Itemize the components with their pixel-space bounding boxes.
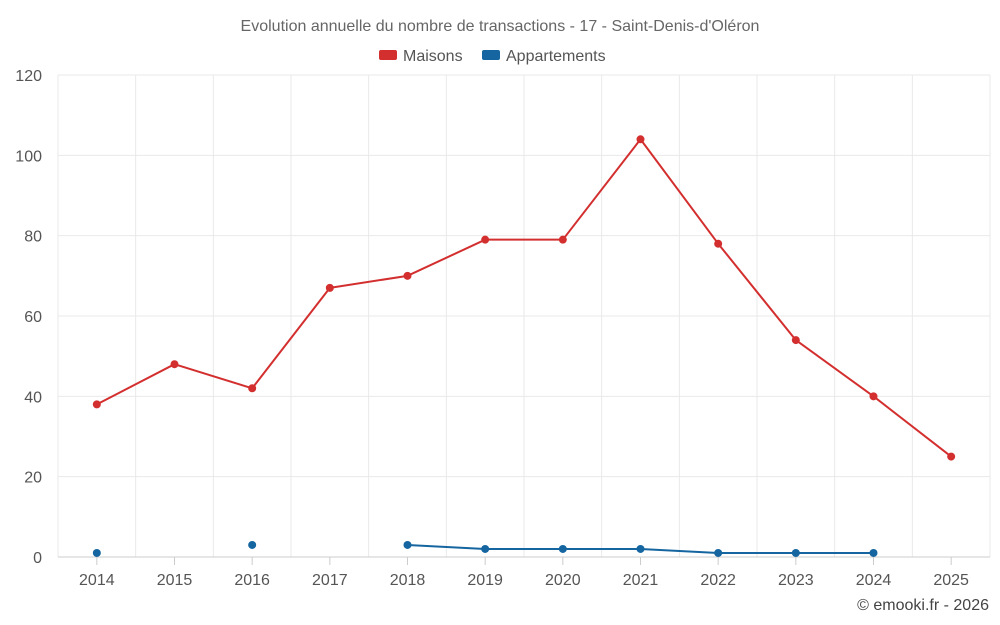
y-axis: 0 20 40 60 80 100 120 <box>15 68 42 567</box>
data-point-appartements-2023[interactable] <box>791 548 800 557</box>
data-point-maisons-2017[interactable] <box>325 283 334 292</box>
x-tick-label: 2014 <box>79 572 115 589</box>
x-tick-label: 2016 <box>234 572 270 589</box>
data-point-maisons-2019[interactable] <box>481 235 490 244</box>
data-point-maisons-2022[interactable] <box>714 239 723 248</box>
legend-label-appartements: Appartements <box>506 48 606 65</box>
legend-label-maisons: Maisons <box>403 48 463 65</box>
x-tick-label: 2019 <box>467 572 503 589</box>
data-point-maisons-2025[interactable] <box>947 452 956 461</box>
series <box>92 135 956 557</box>
y-tick-label: 120 <box>15 68 42 85</box>
x-tick-label: 2024 <box>856 572 892 589</box>
series-line-maisons <box>96 138 952 458</box>
x-tick-label: 2017 <box>312 572 348 589</box>
data-point-appartements-2024[interactable] <box>869 548 878 557</box>
data-point-maisons-2021[interactable] <box>636 135 645 144</box>
data-point-maisons-2018[interactable] <box>403 271 412 280</box>
data-point-appartements-2018[interactable] <box>403 540 412 549</box>
y-tick-label: 60 <box>24 309 42 326</box>
data-point-appartements-2020[interactable] <box>558 544 567 553</box>
series-appartements <box>92 540 878 557</box>
x-tick-label: 2023 <box>778 572 814 589</box>
x-tick-label: 2025 <box>933 572 969 589</box>
y-tick-label: 100 <box>15 148 42 165</box>
grid <box>57 74 991 557</box>
series-maisons <box>92 135 956 461</box>
x-tick-label: 2021 <box>623 572 659 589</box>
credit-text: © emooki.fr - 2026 <box>857 597 989 614</box>
legend-item-appartements[interactable]: Appartements <box>482 48 606 65</box>
data-point-appartements-2021[interactable] <box>636 544 645 553</box>
data-point-maisons-2023[interactable] <box>791 336 800 345</box>
x-tick-label: 2018 <box>390 572 426 589</box>
data-point-maisons-2014[interactable] <box>92 400 101 409</box>
x-tick-label: 2022 <box>700 572 736 589</box>
x-tick-label: 2020 <box>545 572 581 589</box>
y-tick-label: 80 <box>24 229 42 246</box>
y-tick-label: 40 <box>24 389 42 406</box>
legend-swatch-appartements <box>482 50 500 60</box>
data-point-appartements-2019[interactable] <box>481 544 490 553</box>
x-tick-label: 2015 <box>157 572 193 589</box>
y-tick-label: 20 <box>24 470 42 487</box>
legend-swatch-maisons <box>379 50 397 60</box>
x-axis: 2014 2015 2016 2017 2018 2019 2020 2021 2022 2023… <box>58 556 990 589</box>
data-point-maisons-2020[interactable] <box>558 235 567 244</box>
chart-title: Evolution annuelle du nombre de transact… <box>241 18 760 35</box>
data-point-maisons-2016[interactable] <box>248 384 257 393</box>
data-point-appartements-2014[interactable] <box>92 548 101 557</box>
data-point-maisons-2024[interactable] <box>869 392 878 401</box>
legend: Maisons Appartements <box>379 48 606 65</box>
legend-item-maisons[interactable]: Maisons <box>379 48 463 65</box>
data-point-appartements-2022[interactable] <box>714 548 723 557</box>
y-tick-label: 0 <box>33 550 42 567</box>
data-point-appartements-2016[interactable] <box>248 540 257 549</box>
data-point-maisons-2015[interactable] <box>170 360 179 369</box>
